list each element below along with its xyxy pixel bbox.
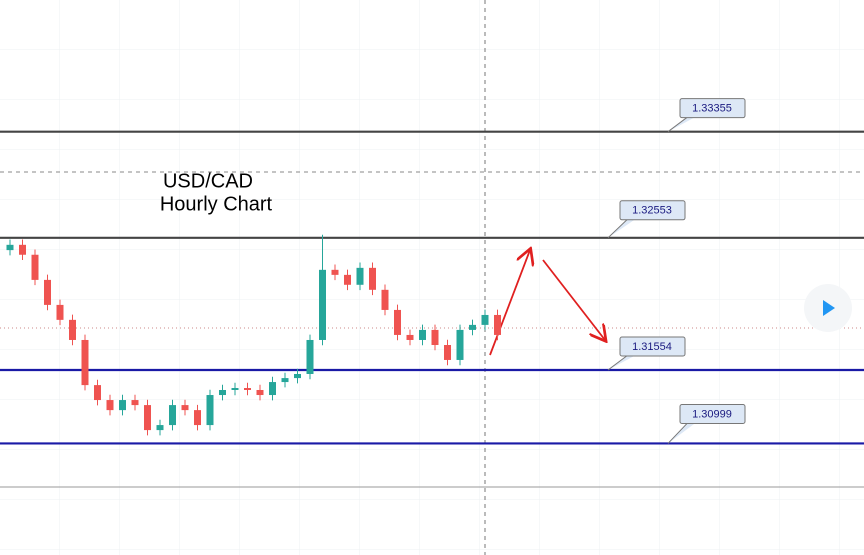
candle-body [169,405,176,426]
candle-body [144,405,151,431]
candle-body [131,400,139,406]
level-label: 1.33355 [692,103,732,115]
candle-body [444,345,451,360]
candle-body [44,279,51,305]
candle-body [19,244,26,255]
level-label-box [679,403,746,424]
candle-body [94,385,101,401]
candle-body [244,388,251,390]
candle-body [469,324,476,330]
candle-body [369,267,376,290]
candle-body [206,395,214,426]
candle-body [281,378,289,383]
candle-body [494,314,501,335]
candle-body [319,269,326,340]
arrow-up [489,250,530,356]
play-icon [823,300,835,316]
candle-body [356,267,364,285]
candle-body [406,334,414,340]
level-label-box [619,336,686,357]
title-line-2: Hourly Chart [160,193,273,215]
candle-body [431,329,439,346]
candle-body [181,405,189,411]
level-label: 1.30999 [692,408,732,420]
candle-body [69,319,76,340]
candle-body [81,339,89,386]
candle-body [231,388,239,390]
candle-body [256,389,264,396]
level-label: 1.32553 [632,205,672,217]
candle-body [306,339,314,374]
candle-body [294,373,301,379]
candle-body [481,314,489,325]
level-label-box [619,200,686,221]
candle-body [31,254,39,280]
candle-body [381,289,389,310]
candle-body [419,329,426,340]
candle-body [344,274,351,285]
candle-body [331,269,339,275]
level-label: 1.31554 [632,341,672,353]
candle-body [456,329,464,360]
candle-body [394,309,401,335]
candle-body [106,400,114,411]
title-line-1: USD/CAD [163,170,253,192]
candle-body [6,244,14,251]
candle-body [56,304,64,320]
candle-body [119,400,126,411]
candle-body [194,410,201,426]
candle-body [219,389,226,396]
candle-body [156,425,164,431]
arrow-down [542,259,605,340]
level-label-box [679,98,746,119]
candle-body [269,382,276,396]
